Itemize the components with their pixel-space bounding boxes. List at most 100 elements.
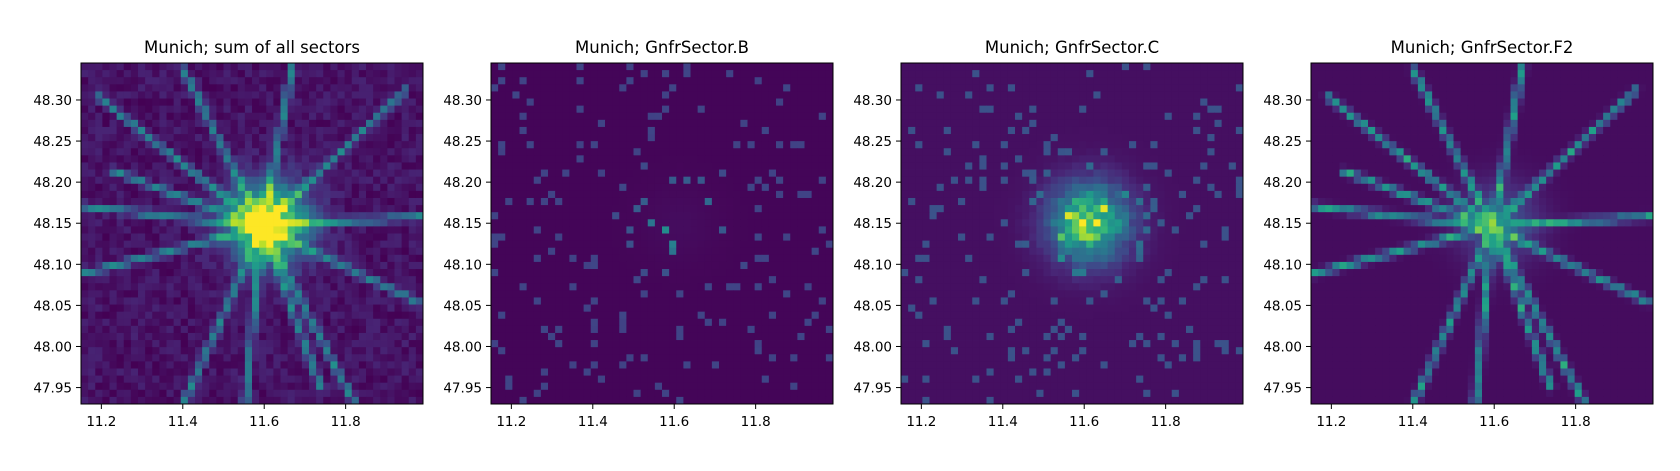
heatmap-cell <box>676 205 684 213</box>
heatmap-cell <box>117 134 125 142</box>
heatmap-cell <box>387 70 395 78</box>
heatmap-cell <box>323 262 331 270</box>
heatmap-cell <box>705 120 713 128</box>
heatmap-cell <box>619 212 627 220</box>
heatmap-cell <box>908 77 916 85</box>
heatmap-cell <box>512 354 520 362</box>
heatmap-cell <box>776 63 784 71</box>
heatmap-cell <box>719 305 727 313</box>
heatmap-cell <box>527 376 535 384</box>
heatmap-cell <box>520 248 528 256</box>
heatmap-cell <box>352 155 360 163</box>
heatmap-cell <box>655 276 663 284</box>
heatmap-cell <box>534 354 542 362</box>
heatmap-cell <box>826 340 834 348</box>
heatmap-cell <box>641 198 649 206</box>
heatmap-cell <box>117 390 125 398</box>
heatmap-cell <box>662 397 670 405</box>
heatmap-cell <box>124 390 132 398</box>
heatmap-cell <box>195 319 203 327</box>
heatmap-cell <box>295 134 303 142</box>
heatmap-cell <box>145 383 153 391</box>
heatmap-cell <box>648 99 656 107</box>
heatmap-cell <box>783 368 791 376</box>
heatmap-cell <box>359 383 367 391</box>
heatmap-cell <box>352 184 360 192</box>
heatmap-cell <box>295 177 303 185</box>
heatmap-cell <box>562 177 570 185</box>
heatmap-cell <box>726 326 734 334</box>
heatmap-cell <box>102 347 110 355</box>
heatmap-cell <box>131 290 139 298</box>
heatmap-cell <box>520 326 528 334</box>
heatmap-cell <box>534 91 542 99</box>
heatmap-cell <box>676 84 684 92</box>
heatmap-cell <box>762 219 770 227</box>
heatmap-cell <box>498 376 506 384</box>
heatmap-cell <box>534 283 542 291</box>
heatmap-cell <box>302 390 310 398</box>
heatmap-cell <box>726 127 734 135</box>
heatmap-cell <box>769 234 777 242</box>
heatmap-cell <box>167 241 175 249</box>
heatmap-cell <box>1122 106 1130 114</box>
heatmap-cell <box>1108 99 1116 107</box>
heatmap-cell <box>202 340 210 348</box>
heatmap-cell <box>541 354 549 362</box>
heatmap-cell <box>605 283 613 291</box>
heatmap-cell <box>323 326 331 334</box>
heatmap-cell <box>619 297 627 305</box>
heatmap-cell <box>302 248 310 256</box>
heatmap-cell <box>102 383 110 391</box>
heatmap-cell <box>769 84 777 92</box>
heatmap-cell <box>288 106 296 114</box>
heatmap-cell <box>520 106 528 114</box>
heatmap-cell <box>416 241 424 249</box>
heatmap-cell <box>901 70 909 78</box>
heatmap-cell <box>202 170 210 178</box>
x-tick-label: 11.4 <box>168 414 198 430</box>
heatmap-cell <box>676 234 684 242</box>
heatmap-cell <box>669 305 677 313</box>
heatmap-cell <box>951 106 959 114</box>
heatmap-cell <box>416 84 424 92</box>
heatmap-cell <box>520 234 528 242</box>
heatmap-cell <box>366 120 374 128</box>
heatmap-cell <box>259 226 267 234</box>
heatmap-cell <box>797 99 805 107</box>
heatmap-cell <box>124 248 132 256</box>
heatmap-cell <box>598 198 606 206</box>
heatmap-cell <box>512 99 520 107</box>
heatmap-cell <box>387 219 395 227</box>
heatmap-cell <box>110 241 118 249</box>
heatmap-cell <box>655 184 663 192</box>
heatmap-cell <box>740 276 748 284</box>
heatmap-cell <box>309 276 317 284</box>
heatmap-cell <box>527 383 535 391</box>
heatmap-cell <box>409 106 417 114</box>
heatmap-cell <box>124 205 132 213</box>
heatmap-cell <box>273 333 281 341</box>
heatmap-cell <box>712 390 720 398</box>
heatmap-cell <box>819 269 827 277</box>
heatmap-cell <box>252 290 260 298</box>
heatmap-cell <box>402 383 410 391</box>
heatmap-cell <box>577 347 585 355</box>
heatmap-cell <box>159 106 167 114</box>
heatmap-cell <box>110 305 118 313</box>
heatmap-cell <box>273 283 281 291</box>
heatmap-cell <box>805 312 813 320</box>
heatmap-cell <box>380 141 388 149</box>
heatmap-cell <box>380 269 388 277</box>
heatmap-cell <box>534 347 542 355</box>
heatmap-cell <box>330 262 338 270</box>
heatmap-cell <box>259 184 267 192</box>
heatmap-cell <box>131 397 139 405</box>
heatmap-cell <box>520 205 528 213</box>
heatmap-cell <box>520 305 528 313</box>
heatmap-cell <box>295 106 303 114</box>
heatmap-cell <box>979 99 987 107</box>
heatmap-cell <box>409 269 417 277</box>
heatmap-cell <box>740 127 748 135</box>
heatmap-cell <box>380 63 388 71</box>
